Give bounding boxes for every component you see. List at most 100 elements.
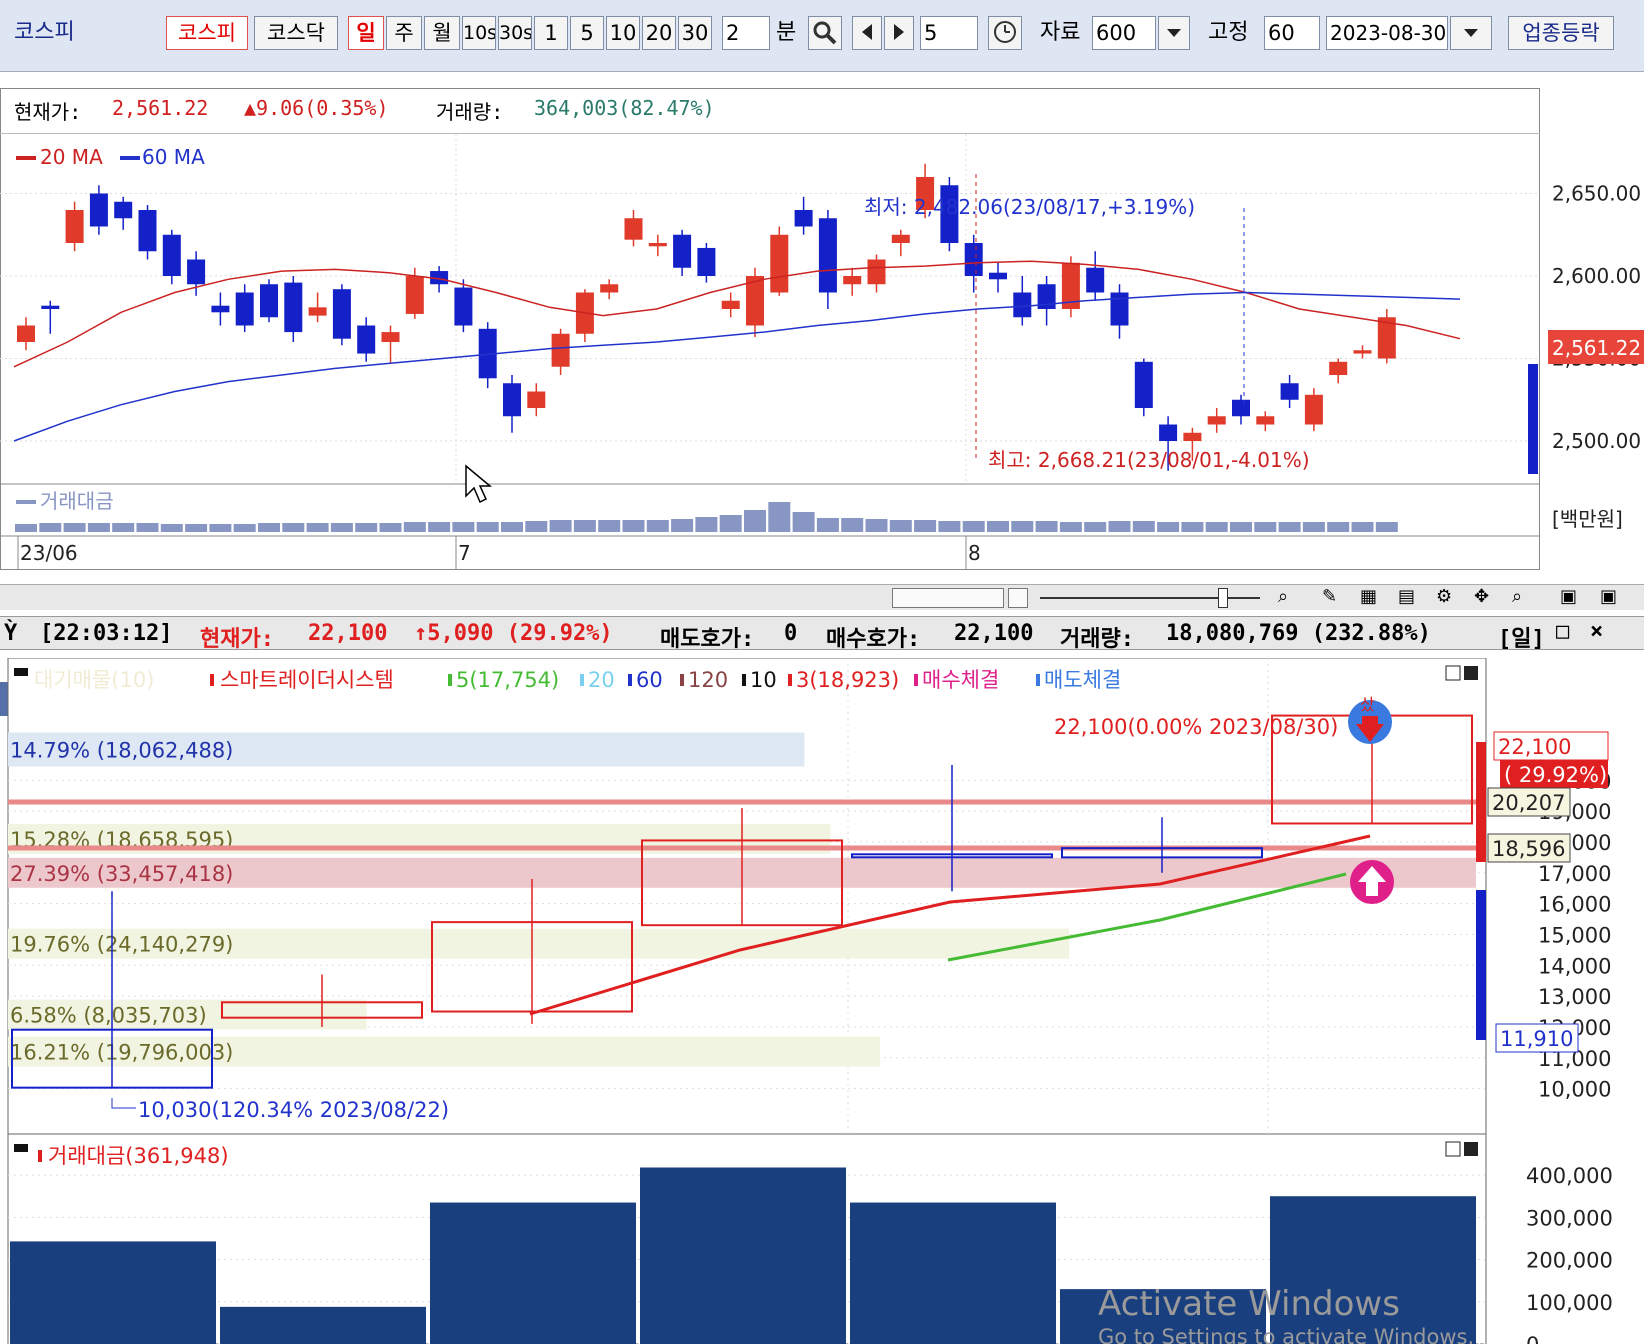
vol-ytick: 0 <box>1526 1333 1539 1344</box>
kospi-volume-bar <box>598 520 621 532</box>
chevron-down-icon[interactable] <box>1158 16 1190 50</box>
kospi-volume-bar <box>768 502 791 532</box>
kospi-volume-bar <box>695 517 718 532</box>
tool-pen-icon[interactable]: ✎ <box>1322 586 1338 607</box>
tool-gear-icon[interactable]: ⚙ <box>1436 586 1453 607</box>
legend-swatch-8 <box>788 674 792 686</box>
lower-ytick: 17,000 <box>1538 862 1611 886</box>
annotation-bottom: 10,030(120.34% 2023/08/22) <box>138 1098 449 1122</box>
volume-profile-label: 16.21% (19,796,003) <box>10 1041 233 1065</box>
scroll-thumb[interactable] <box>892 588 1004 608</box>
register-button[interactable]: 업종등락 <box>1508 16 1614 50</box>
current-price-tag <box>1548 330 1644 364</box>
lower-ytick: 14,000 <box>1538 954 1611 978</box>
tool-window-icon[interactable]: ▣ <box>1560 586 1578 607</box>
kospi-volume-bar <box>428 522 451 532</box>
watermark-1: Activate Windows <box>1098 1284 1400 1324</box>
fixed-input[interactable]: 60 <box>1264 16 1320 50</box>
minute-1-button[interactable]: 1 <box>534 16 568 50</box>
trade-value-bar <box>640 1167 846 1344</box>
tool-zoom-icon[interactable]: ⌕ <box>1512 586 1523 607</box>
prev-arrow-icon[interactable] <box>852 16 882 50</box>
kospi-volume-bar <box>233 524 256 532</box>
status-ask-label: 매도호가: <box>660 627 755 652</box>
kospi-volume-bar <box>185 524 208 532</box>
minute-30-button[interactable]: 30 <box>678 16 712 50</box>
kosdaq-button[interactable]: 코스닥 <box>254 16 338 50</box>
kospi-candle <box>1232 399 1250 417</box>
kospi-button[interactable]: 코스피 <box>166 16 248 50</box>
vol-close-icon[interactable] <box>1464 1142 1478 1156</box>
kospi-candle <box>1086 267 1105 293</box>
date-dropdown-icon[interactable] <box>1450 16 1492 50</box>
kospi-candle <box>721 300 740 309</box>
kospi-candle <box>1207 416 1226 425</box>
tool-window2-icon[interactable]: ▣ <box>1600 586 1618 607</box>
minute-input[interactable]: 2 <box>722 16 770 50</box>
kospi-candle <box>818 218 837 293</box>
status-period: [일] <box>1498 627 1545 652</box>
kospi-volume-bar <box>1181 522 1204 532</box>
maximize-icon[interactable]: □ <box>1556 619 1570 644</box>
kospi-candle <box>114 201 133 219</box>
kospi-volume-bar <box>379 523 402 532</box>
zoom-search-icon[interactable]: ⌕ <box>1278 586 1289 607</box>
tool-grid-icon[interactable]: ▦ <box>1360 586 1378 607</box>
tick-10s-button[interactable]: 10s <box>462 16 496 50</box>
high-annotation: 최고: 2,668.21(23/08/01,-4.01%) <box>988 448 1310 472</box>
minute-20-button[interactable]: 20 <box>642 16 676 50</box>
period-week-button[interactable]: 주 <box>386 16 422 50</box>
kospi-volume-bar <box>792 512 815 532</box>
stock-candle-chart[interactable]: 14.79% (18,062,488)15.28% (18,658,595)27… <box>0 658 1644 1134</box>
stock-candle <box>641 839 843 927</box>
minute-5-button[interactable]: 5 <box>570 16 604 50</box>
next-arrow-icon[interactable] <box>884 16 914 50</box>
zoom-slider-thumb[interactable] <box>1218 588 1228 608</box>
kospi-candle <box>1037 284 1056 309</box>
kospi-volume-bar <box>962 521 985 532</box>
close-icon[interactable]: × <box>1590 619 1604 644</box>
lower-ytick: 15,000 <box>1538 923 1611 947</box>
kospi-volume-bar <box>573 520 596 532</box>
date-input[interactable]: 2023-08-30 <box>1326 16 1448 50</box>
minute-10-button[interactable]: 10 <box>606 16 640 50</box>
filter-icon[interactable]: Ỳ <box>4 621 18 646</box>
kospi-volume-bar <box>136 523 159 532</box>
kospi-candle <box>1353 350 1372 354</box>
clock-icon[interactable] <box>988 16 1022 50</box>
minute-label: 분 <box>776 20 797 45</box>
panel-close-icon[interactable] <box>1464 666 1478 680</box>
vol-legend: 거래대금(361,948) <box>48 1144 229 1168</box>
scroll-handle[interactable] <box>1008 588 1028 608</box>
kospi-volume-bar <box>1108 521 1131 532</box>
trade-value-bar <box>1060 1289 1266 1344</box>
tool-chart-icon[interactable]: ▤ <box>1398 586 1416 607</box>
kospi-candle <box>478 328 497 379</box>
volume-profile-bar <box>8 999 367 1030</box>
kospi-candle-chart[interactable]: 20 MA 60 MA 최저: 2,482.06(23/08/17,+3.19%… <box>0 134 1644 570</box>
period-day-button[interactable]: 일 <box>348 16 384 50</box>
volume-profile-label: 19.76% (24,140,279) <box>10 933 233 957</box>
panel-max-icon[interactable] <box>1445 665 1461 681</box>
kospi-candle <box>284 282 303 333</box>
legend-item3: 5(17,754) <box>456 668 559 692</box>
volume-profile-label: 27.39% (33,457,418) <box>10 862 233 886</box>
kospi-candle <box>357 325 376 354</box>
kospi-candle <box>551 333 570 367</box>
zoom-toolbar: ⌕ ✎ ▦ ▤ ⚙ ✥ ⌕ ▣ ▣ <box>0 584 1644 610</box>
kospi-candle <box>648 243 667 247</box>
step-input[interactable]: 5 <box>920 16 978 50</box>
tool-move-icon[interactable]: ✥ <box>1474 586 1490 607</box>
low-annotation: 최저: 2,482.06(23/08/17,+3.19%) <box>864 195 1195 219</box>
search-icon[interactable] <box>808 16 842 50</box>
trade-value-chart[interactable]: 거래대금(361,948) 400,000 300,000 200,000 100,0… <box>0 1134 1644 1344</box>
vol-max-icon[interactable] <box>1445 1141 1461 1157</box>
tick-30s-button[interactable]: 30s <box>498 16 532 50</box>
annotation-top: 22,100(0.00% 2023/08/30) <box>1054 715 1338 739</box>
zoom-slider-track[interactable] <box>1040 597 1260 599</box>
period-month-button[interactable]: 월 <box>424 16 460 50</box>
kospi-candle <box>770 234 789 293</box>
data-count-input[interactable]: 600 <box>1092 16 1156 50</box>
ma20-line <box>13 260 1461 368</box>
kospi-volume-bar <box>646 520 669 532</box>
